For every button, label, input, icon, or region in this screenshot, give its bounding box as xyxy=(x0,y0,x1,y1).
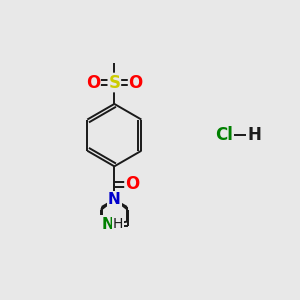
Text: O: O xyxy=(86,74,100,92)
Text: H: H xyxy=(113,217,123,231)
Text: H: H xyxy=(247,126,261,144)
Text: O: O xyxy=(129,74,143,92)
Text: N: N xyxy=(108,192,121,207)
Text: S: S xyxy=(108,74,120,92)
Text: Cl: Cl xyxy=(215,126,233,144)
Text: N: N xyxy=(101,217,114,232)
Text: O: O xyxy=(125,175,139,193)
